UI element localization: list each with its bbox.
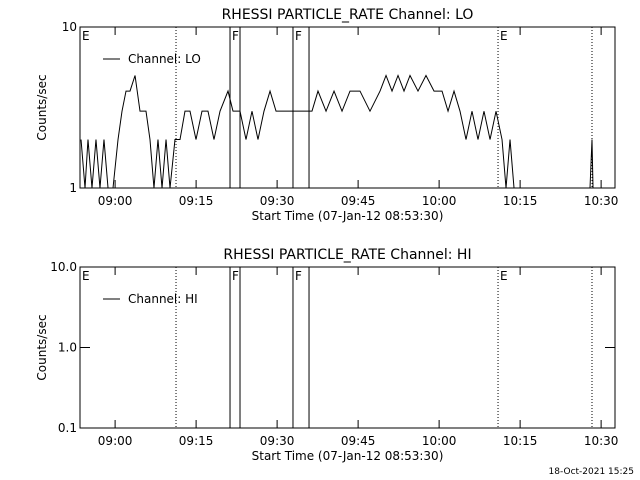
x-tick-label: 10:30 [584, 434, 619, 448]
x-tick-label: 09:15 [179, 194, 214, 208]
flag-label: E [500, 29, 508, 43]
x-tick-label: 10:00 [422, 194, 457, 208]
x-tick-label: 09:30 [260, 434, 295, 448]
flag-label: E [82, 29, 90, 43]
y-tick-label: 10.0 [50, 260, 77, 274]
flag-label: F [232, 269, 239, 283]
timestamp: 18-Oct-2021 15:25 [549, 467, 634, 477]
y-tick-label: 10 [62, 20, 77, 34]
x-axis-label: Start Time (07-Jan-12 08:53:30) [252, 209, 444, 223]
x-tick-label: 09:00 [98, 194, 133, 208]
x-tick-label: 10:15 [503, 194, 538, 208]
y-tick-label: 1.0 [58, 341, 77, 355]
x-tick-label: 09:30 [260, 194, 295, 208]
y-axis-label: Counts/sec [35, 74, 49, 140]
y-tick-label: 1 [69, 181, 77, 195]
x-tick-label: 09:45 [341, 434, 376, 448]
x-tick-label: 09:15 [179, 434, 214, 448]
flag-label: F [232, 29, 239, 43]
x-tick-label: 09:45 [341, 194, 376, 208]
x-tick-label: 10:00 [422, 434, 457, 448]
flag-label: F [295, 29, 302, 43]
x-tick-label: 10:15 [503, 434, 538, 448]
flag-label: E [82, 269, 90, 283]
y-axis-label: Counts/sec [35, 314, 49, 380]
x-tick-label: 10:30 [584, 194, 619, 208]
chart-title: RHESSI PARTICLE_RATE Channel: HI [223, 247, 471, 263]
x-tick-label: 09:00 [98, 434, 133, 448]
data-line [80, 74, 594, 189]
legend-label: Channel: HI [128, 292, 198, 306]
chart-title: RHESSI PARTICLE_RATE Channel: LO [222, 7, 474, 23]
legend-label: Channel: LO [128, 52, 201, 66]
flag-label: E [500, 269, 508, 283]
flag-label: F [295, 269, 302, 283]
y-tick-label: 0.1 [58, 421, 77, 435]
x-axis-label: Start Time (07-Jan-12 08:53:30) [252, 449, 444, 463]
plot-frame [79, 26, 616, 189]
